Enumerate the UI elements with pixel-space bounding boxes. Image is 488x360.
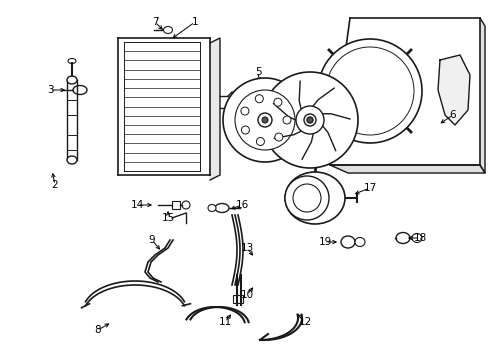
Text: 7: 7 <box>151 17 158 27</box>
Text: 3: 3 <box>46 85 53 95</box>
Text: 8: 8 <box>95 325 101 335</box>
Text: 4: 4 <box>326 133 333 143</box>
Text: 5: 5 <box>254 67 261 77</box>
Circle shape <box>258 113 271 127</box>
Circle shape <box>295 106 324 134</box>
Bar <box>172 201 180 209</box>
Text: 12: 12 <box>298 317 311 327</box>
Ellipse shape <box>163 27 172 33</box>
Circle shape <box>255 95 263 103</box>
Ellipse shape <box>215 203 228 212</box>
Text: 10: 10 <box>240 290 253 300</box>
Circle shape <box>256 138 264 145</box>
Circle shape <box>182 201 190 209</box>
Circle shape <box>262 72 357 168</box>
Ellipse shape <box>285 172 345 224</box>
Circle shape <box>262 117 267 123</box>
Circle shape <box>273 98 282 106</box>
Polygon shape <box>329 165 484 173</box>
Circle shape <box>304 114 315 126</box>
Text: 9: 9 <box>148 235 155 245</box>
Text: 6: 6 <box>449 110 455 120</box>
Circle shape <box>292 184 320 212</box>
Circle shape <box>317 39 421 143</box>
Polygon shape <box>209 38 220 180</box>
Circle shape <box>223 78 306 162</box>
Ellipse shape <box>67 156 77 164</box>
Ellipse shape <box>68 58 76 63</box>
Ellipse shape <box>67 76 77 84</box>
Circle shape <box>283 116 290 124</box>
Polygon shape <box>479 18 484 173</box>
Circle shape <box>285 176 328 220</box>
Circle shape <box>241 126 249 134</box>
Text: 19: 19 <box>318 237 331 247</box>
Circle shape <box>241 107 248 115</box>
Circle shape <box>274 133 282 141</box>
Bar <box>232 295 243 303</box>
Ellipse shape <box>73 85 87 94</box>
Ellipse shape <box>354 238 364 247</box>
Text: 1: 1 <box>191 17 198 27</box>
Ellipse shape <box>207 204 216 211</box>
Text: 11: 11 <box>218 317 231 327</box>
Text: 16: 16 <box>235 200 248 210</box>
Ellipse shape <box>411 234 421 243</box>
Text: 13: 13 <box>240 243 253 253</box>
Polygon shape <box>437 55 469 125</box>
Text: 18: 18 <box>412 233 426 243</box>
Ellipse shape <box>340 236 354 248</box>
Circle shape <box>325 47 413 135</box>
Text: 17: 17 <box>363 183 376 193</box>
Circle shape <box>235 90 294 150</box>
Ellipse shape <box>395 233 409 243</box>
Circle shape <box>306 117 312 123</box>
Text: 15: 15 <box>161 213 174 223</box>
Text: 14: 14 <box>130 200 143 210</box>
Text: 2: 2 <box>52 180 58 190</box>
